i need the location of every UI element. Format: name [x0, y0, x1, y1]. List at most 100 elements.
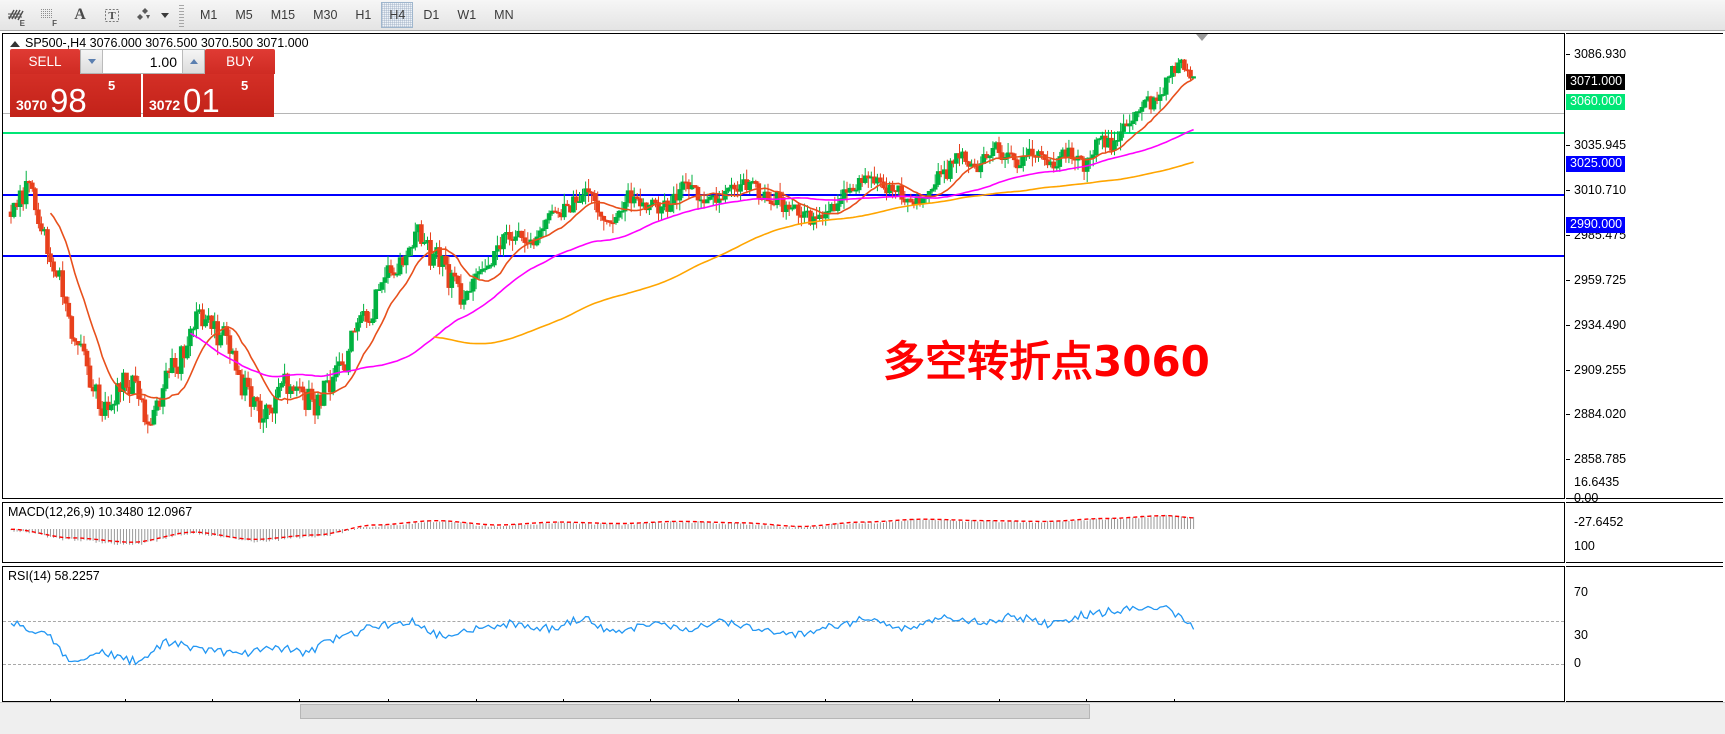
buy-button[interactable]: BUY [205, 49, 275, 74]
macd-axis-tick [1566, 498, 1570, 499]
time-axis-tick [388, 699, 389, 704]
buy-price-main: 01 [183, 82, 220, 119]
price-axis-tick [1566, 414, 1570, 415]
grid-icon-sub: F [52, 19, 57, 28]
text-label-glyph: A [74, 6, 86, 23]
price-axis[interactable]: 3086.930 3035.945 3010.710 2985.475 2959.725… [1566, 33, 1723, 499]
macd-label: MACD(12,26,9) 10.3480 12.0967 [8, 505, 193, 519]
price-axis-label: 2858.785 [1574, 452, 1627, 466]
objects-icon[interactable] [128, 1, 160, 29]
rsi-axis-label: 0 [1574, 656, 1581, 670]
main-toolbar: E F A T M1 M5 M15 M30 H1 H4 D1 W1 MN [0, 0, 1725, 31]
time-axis-tick [50, 699, 51, 704]
price-axis-chip-3071-000[interactable]: 3071.000 [1566, 74, 1626, 90]
volume-stepper[interactable]: 1.00 [80, 49, 205, 74]
sell-price-pip: 5 [108, 78, 116, 93]
rsi-axis-label: 70 [1574, 585, 1588, 599]
timeframe-button-mn[interactable]: MN [494, 8, 514, 22]
rsi-canvas [10, 604, 1195, 666]
macd-axis-label: 16.6435 [1574, 475, 1620, 489]
sell-price-main: 98 [50, 82, 87, 119]
price-axis-label: 2884.020 [1574, 407, 1627, 421]
one-click-trading-panel[interactable]: SELL 1.00 BUY 3070 98 5 3072 01 5 [10, 49, 275, 117]
macd-pane[interactable]: MACD(12,26,9) 10.3480 12.0967 [2, 502, 1565, 563]
price-axis-label: 2959.725 [1574, 273, 1627, 287]
price-axis-tick [1566, 190, 1570, 191]
price-axis-label: 2934.490 [1574, 318, 1627, 332]
price-axis-label: 3035.945 [1574, 138, 1627, 152]
timeframe-button-m1[interactable]: M1 [200, 8, 218, 22]
time-axis-tick [1086, 699, 1087, 704]
macd-axis[interactable]: 16.6435 0.00 -27.6452 [1566, 475, 1723, 563]
price-axis-chip-3025-000[interactable]: 3025.000 [1566, 156, 1626, 172]
buy-price-box[interactable]: 3072 01 5 [143, 74, 274, 117]
time-axis-tick [563, 699, 564, 704]
svg-text:T: T [108, 10, 116, 22]
rsi-axis-label: 30 [1574, 628, 1588, 642]
time-axis-tick [476, 699, 477, 704]
time-axis-tick [1174, 699, 1175, 704]
macd-canvas [10, 514, 1195, 545]
timeframe-button-h1[interactable]: H1 [355, 8, 372, 22]
price-axis-chip-3060-000[interactable]: 3060.000 [1566, 94, 1626, 110]
rsi-axis[interactable]: 100 70 30 0 [1566, 539, 1723, 702]
price-axis-chip-2990-000[interactable]: 2990.000 [1566, 217, 1626, 233]
volume-decrease-button[interactable] [81, 50, 103, 73]
sell-button[interactable]: SELL [10, 49, 80, 74]
price-axis-tick [1566, 145, 1570, 146]
time-axis-tick [650, 699, 651, 704]
rsi-level-70 [3, 621, 1564, 622]
rsi-level-30 [3, 664, 1564, 665]
symbol-ohlc-label: SP500-,H4 3076.000 3076.500 3070.500 307… [25, 36, 309, 50]
chevron-up-icon [189, 59, 198, 64]
time-axis-tick [825, 699, 826, 704]
timeframe-button-m15[interactable]: M15 [270, 8, 296, 22]
rsi-pane[interactable]: RSI(14) 58.2257 [2, 566, 1565, 702]
grid-icon[interactable]: F [32, 1, 64, 29]
chevron-down-icon [87, 59, 96, 64]
time-axis-tick [738, 699, 739, 704]
time-axis-tick [299, 699, 300, 704]
chart-window: SP500-,H4 3076.000 3076.500 3070.500 307… [0, 31, 1725, 734]
price-series-canvas [8, 58, 1196, 434]
level-line-2990 [3, 255, 1564, 257]
objects-dropdown-icon[interactable] [161, 12, 169, 18]
templates-icon-sub: E [19, 19, 25, 28]
price-axis-label: 3010.710 [1574, 183, 1627, 197]
sell-price-box[interactable]: 3070 98 5 [10, 74, 141, 117]
bar-marker-icon [1196, 34, 1208, 41]
text-label-icon[interactable]: A [64, 1, 96, 29]
timeframe-button-h4[interactable]: H4 [381, 2, 414, 28]
price-axis-tick [1566, 370, 1570, 371]
timeframe-button-m30[interactable]: M30 [313, 8, 338, 22]
horizontal-scrollbar[interactable] [0, 702, 1725, 734]
time-axis-tick [999, 699, 1000, 704]
toolbar-grip[interactable] [178, 3, 186, 27]
price-axis-tick [1566, 325, 1570, 326]
buy-price-pip: 5 [241, 78, 249, 93]
price-axis-tick [1566, 54, 1570, 55]
price-axis-label: 2909.255 [1574, 363, 1627, 377]
price-axis-tick [1566, 459, 1570, 460]
time-axis-tick [912, 699, 913, 704]
collapse-triangle-icon[interactable] [10, 41, 20, 47]
macd-axis-label: 0.00 [1574, 491, 1599, 505]
timeframe-button-w1[interactable]: W1 [457, 8, 477, 22]
scrollbar-thumb[interactable] [300, 704, 1090, 719]
rsi-label: RSI(14) 58.2257 [8, 569, 100, 583]
time-axis-tick [125, 699, 126, 704]
sell-price-prefix: 3070 [16, 97, 48, 113]
chart-annotation[interactable]: 多空转折点3060 [883, 337, 1210, 386]
timeframe-button-d1[interactable]: D1 [423, 8, 440, 22]
templates-icon[interactable]: E [0, 1, 32, 29]
level-line-3060 [3, 132, 1564, 134]
volume-input[interactable]: 1.00 [103, 50, 182, 73]
rsi-axis-label: 100 [1574, 539, 1595, 553]
buy-price-prefix: 3072 [149, 97, 181, 113]
timeframe-group: M1 M5 M15 M30 H1 H4 D1 W1 MN [191, 2, 523, 28]
timeframe-button-m5[interactable]: M5 [235, 8, 253, 22]
volume-increase-button[interactable] [182, 50, 204, 73]
text-box-icon[interactable]: T [96, 1, 128, 29]
price-axis-tick [1566, 235, 1570, 236]
price-axis-label: 3086.930 [1574, 47, 1627, 61]
